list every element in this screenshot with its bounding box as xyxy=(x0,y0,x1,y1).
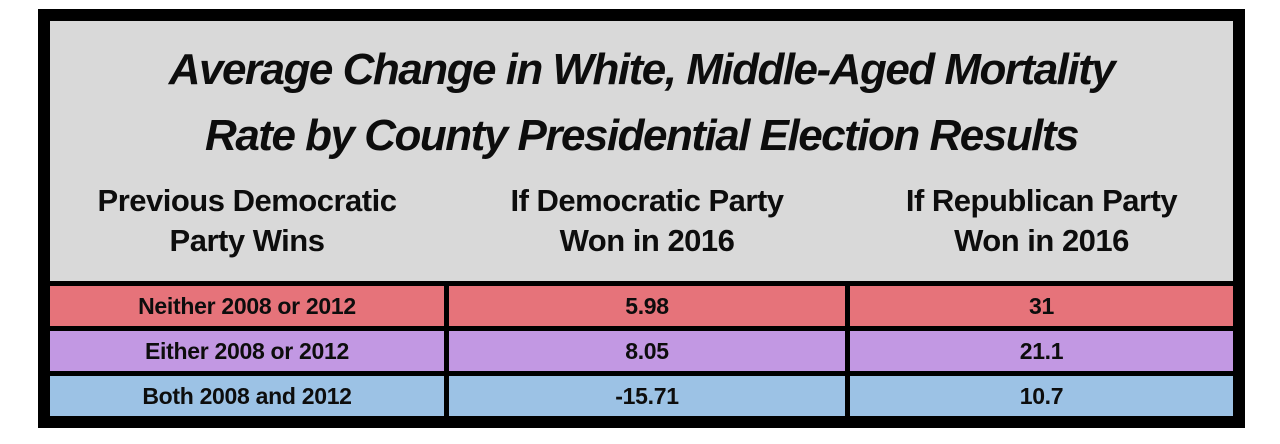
row-either-dem-value: 8.05 xyxy=(449,331,845,371)
column-header-previous-wins: Previous Democratic Party Wins xyxy=(50,181,444,261)
row-both-rep-value: 10.7 xyxy=(850,376,1233,416)
column-header-line: Party Wins xyxy=(169,223,325,258)
row-either-label: Either 2008 or 2012 xyxy=(50,331,444,371)
figure-title-line-1: Average Change in White, Middle-Aged Mor… xyxy=(168,45,1116,94)
column-header-republican-2016: If Republican Party Won in 2016 xyxy=(850,181,1233,261)
column-header-democratic-2016: If Democratic Party Won in 2016 xyxy=(449,181,845,261)
figure-title: Average Change in White, Middle-Aged Mor… xyxy=(50,21,1233,169)
row-neither-dem-value: 5.98 xyxy=(449,286,845,326)
column-header-line: If Republican Party xyxy=(905,183,1178,218)
row-neither-rep-value: 31 xyxy=(850,286,1233,326)
row-either-rep-value: 21.1 xyxy=(850,331,1233,371)
column-header-line: If Democratic Party xyxy=(510,183,784,218)
row-both-label: Both 2008 and 2012 xyxy=(50,376,444,416)
row-both-dem-value: -15.71 xyxy=(449,376,845,416)
data-table: Neither 2008 or 2012 5.98 31 Either 2008… xyxy=(50,281,1233,416)
column-header-line: Won in 2016 xyxy=(954,223,1129,258)
mortality-table-figure: Average Change in White, Middle-Aged Mor… xyxy=(38,9,1245,428)
table-header-row: Previous Democratic Party Wins If Democr… xyxy=(50,181,1233,261)
column-header-line: Won in 2016 xyxy=(559,223,735,258)
row-neither-label: Neither 2008 or 2012 xyxy=(50,286,444,326)
column-header-line: Previous Democratic xyxy=(97,183,397,218)
figure-title-line-2: Rate by County Presidential Election Res… xyxy=(205,111,1079,160)
